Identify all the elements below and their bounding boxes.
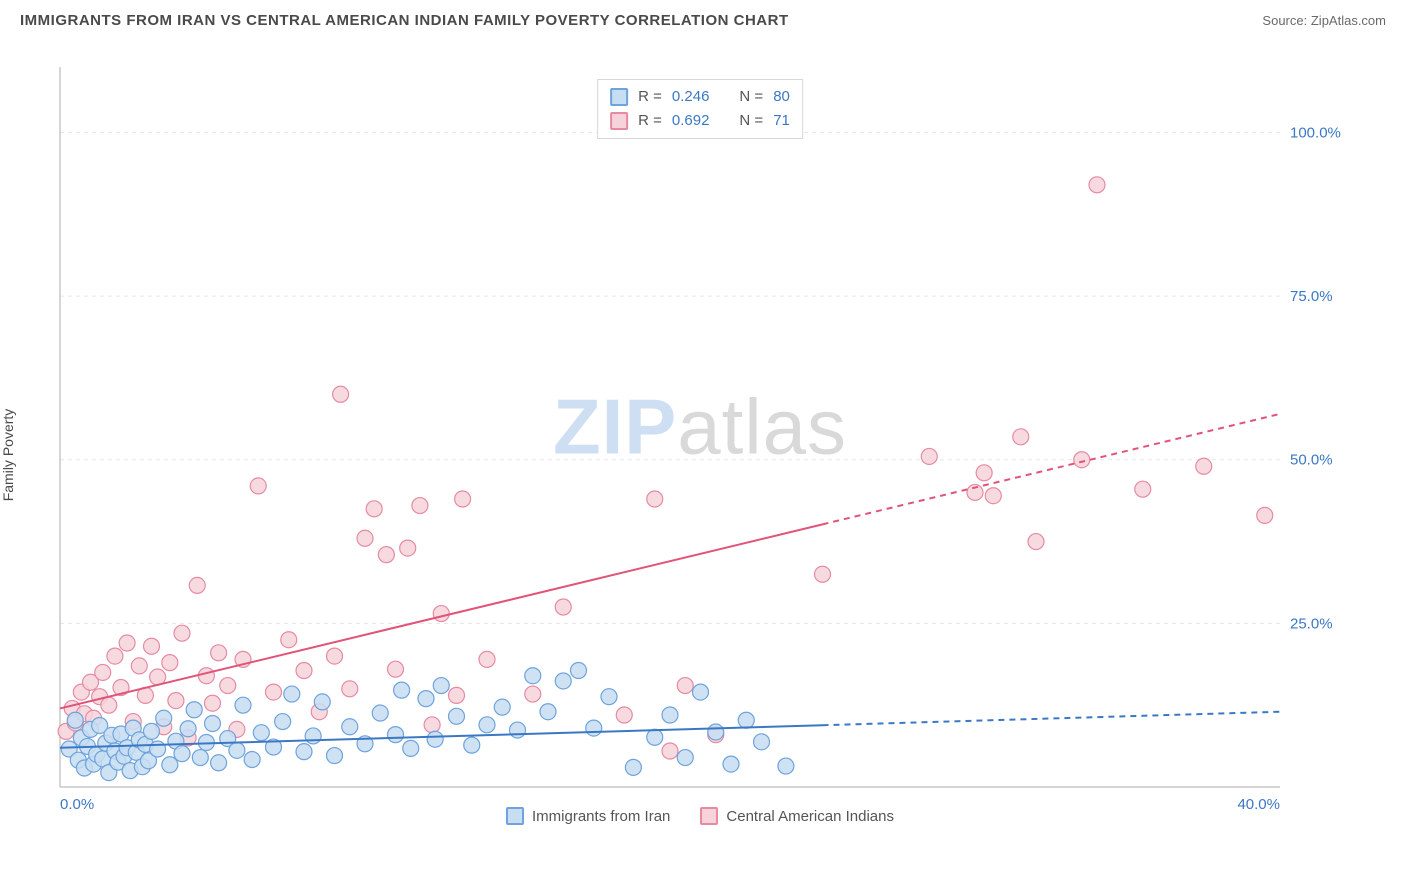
r-label: R = (638, 109, 662, 133)
source-value: ZipAtlas.com (1311, 13, 1386, 28)
plot-area: 25.0%50.0%75.0%100.0%0.0%40.0% ZIPatlas … (50, 57, 1350, 827)
series-name-1: Central American Indians (726, 808, 894, 825)
svg-text:100.0%: 100.0% (1290, 124, 1341, 141)
legend-swatch-0 (610, 88, 628, 106)
correlation-legend: R = 0.246 N = 80 R = 0.692 N = 71 (597, 79, 803, 139)
legend-swatch-1 (610, 112, 628, 130)
chart-title: IMMIGRANTS FROM IRAN VS CENTRAL AMERICAN… (20, 12, 789, 29)
n-label: N = (739, 85, 763, 109)
r-label: R = (638, 85, 662, 109)
svg-text:25.0%: 25.0% (1290, 615, 1333, 632)
svg-text:75.0%: 75.0% (1290, 288, 1333, 305)
legend-row-series-1: R = 0.692 N = 71 (610, 109, 790, 133)
series-swatch-1 (700, 807, 718, 825)
y-axis-label: Family Poverty (0, 409, 16, 502)
series-legend: Immigrants from Iran Central American In… (506, 807, 894, 825)
series-legend-item-1: Central American Indians (700, 807, 894, 825)
series-legend-item-0: Immigrants from Iran (506, 807, 670, 825)
chart-header: IMMIGRANTS FROM IRAN VS CENTRAL AMERICAN… (0, 0, 1406, 37)
n-label: N = (739, 109, 763, 133)
series-name-0: Immigrants from Iran (532, 808, 670, 825)
series-swatch-0 (506, 807, 524, 825)
source-label: Source: (1262, 13, 1307, 28)
chart-source: Source: ZipAtlas.com (1262, 13, 1386, 28)
svg-text:40.0%: 40.0% (1237, 796, 1280, 813)
svg-text:0.0%: 0.0% (60, 796, 94, 813)
r-value-0: 0.246 (672, 85, 710, 109)
legend-row-series-0: R = 0.246 N = 80 (610, 85, 790, 109)
chart-container: Family Poverty 25.0% 50.0% 75.0% 100.0% 0.0%… (0, 37, 1406, 857)
svg-text:50.0%: 50.0% (1290, 452, 1333, 469)
n-value-0: 80 (773, 85, 790, 109)
r-value-1: 0.692 (672, 109, 710, 133)
chart-svg: 25.0% 50.0% 75.0% 100.0% 0.0% 40.0% (50, 57, 1350, 827)
n-value-1: 71 (773, 109, 790, 133)
